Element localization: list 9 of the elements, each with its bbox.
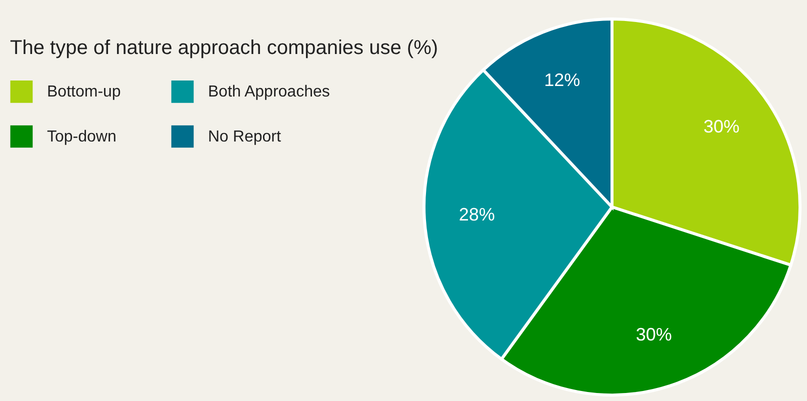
data-label: 30% — [636, 324, 672, 345]
data-label: 12% — [544, 70, 580, 90]
data-label: 28% — [458, 204, 495, 224]
legend-label: Bottom-up — [47, 84, 121, 101]
legend-label: No Report — [208, 128, 282, 146]
legend-label: Both Approaches — [208, 84, 330, 101]
data-label: 30% — [703, 116, 740, 136]
text: The type of nature approach companies use (%) — [10, 37, 438, 59]
legend-label: Top-down — [47, 128, 116, 146]
